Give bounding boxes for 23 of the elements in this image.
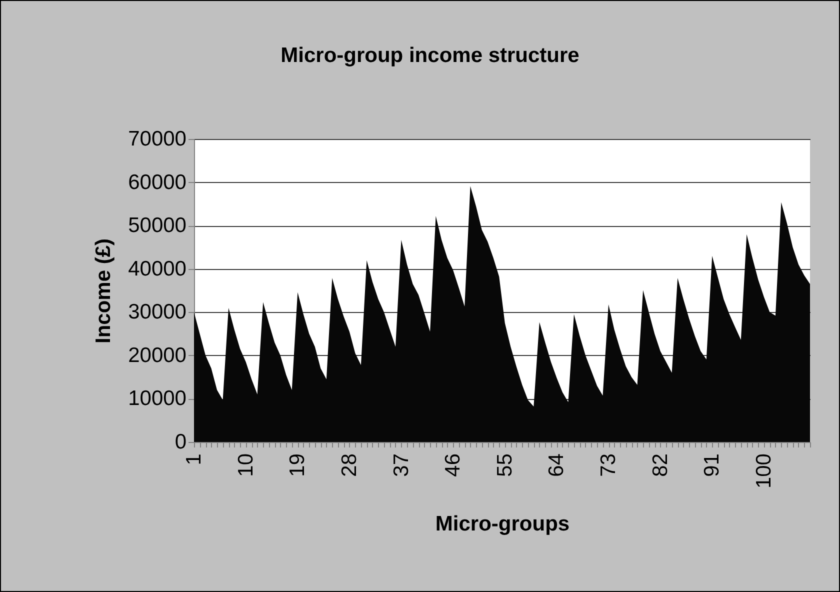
y-tick-label: 50000 [128, 214, 186, 238]
y-tick-label: 20000 [128, 344, 186, 367]
y-tick-label: 10000 [128, 387, 186, 410]
y-tick-label: 40000 [128, 257, 186, 280]
x-tick-label: 100 [752, 454, 776, 489]
x-tick-label: 82 [648, 454, 672, 477]
x-tick-label: 73 [597, 454, 620, 477]
y-tick-label: 70000 [128, 128, 186, 150]
x-tick-label: 28 [338, 454, 361, 477]
x-tick-label: 64 [545, 453, 568, 477]
x-tick-label: 46 [442, 454, 465, 477]
x-tick-label: 19 [286, 454, 310, 477]
y-tick-label: 30000 [128, 300, 186, 324]
x-axis-title: Micro-groups [435, 512, 570, 536]
x-tick-label: 10 [234, 454, 258, 477]
y-tick-label: 60000 [128, 170, 186, 194]
x-tick-label: 1 [182, 454, 206, 466]
chart-title: Micro-group income structure [280, 44, 580, 67]
x-tick-label: 91 [700, 454, 724, 477]
x-tick-label: 55 [493, 454, 516, 477]
x-tick-label: 37 [390, 454, 413, 477]
y-tick-label: 0 [174, 430, 186, 454]
y-axis-title: Income (£) [92, 238, 116, 344]
